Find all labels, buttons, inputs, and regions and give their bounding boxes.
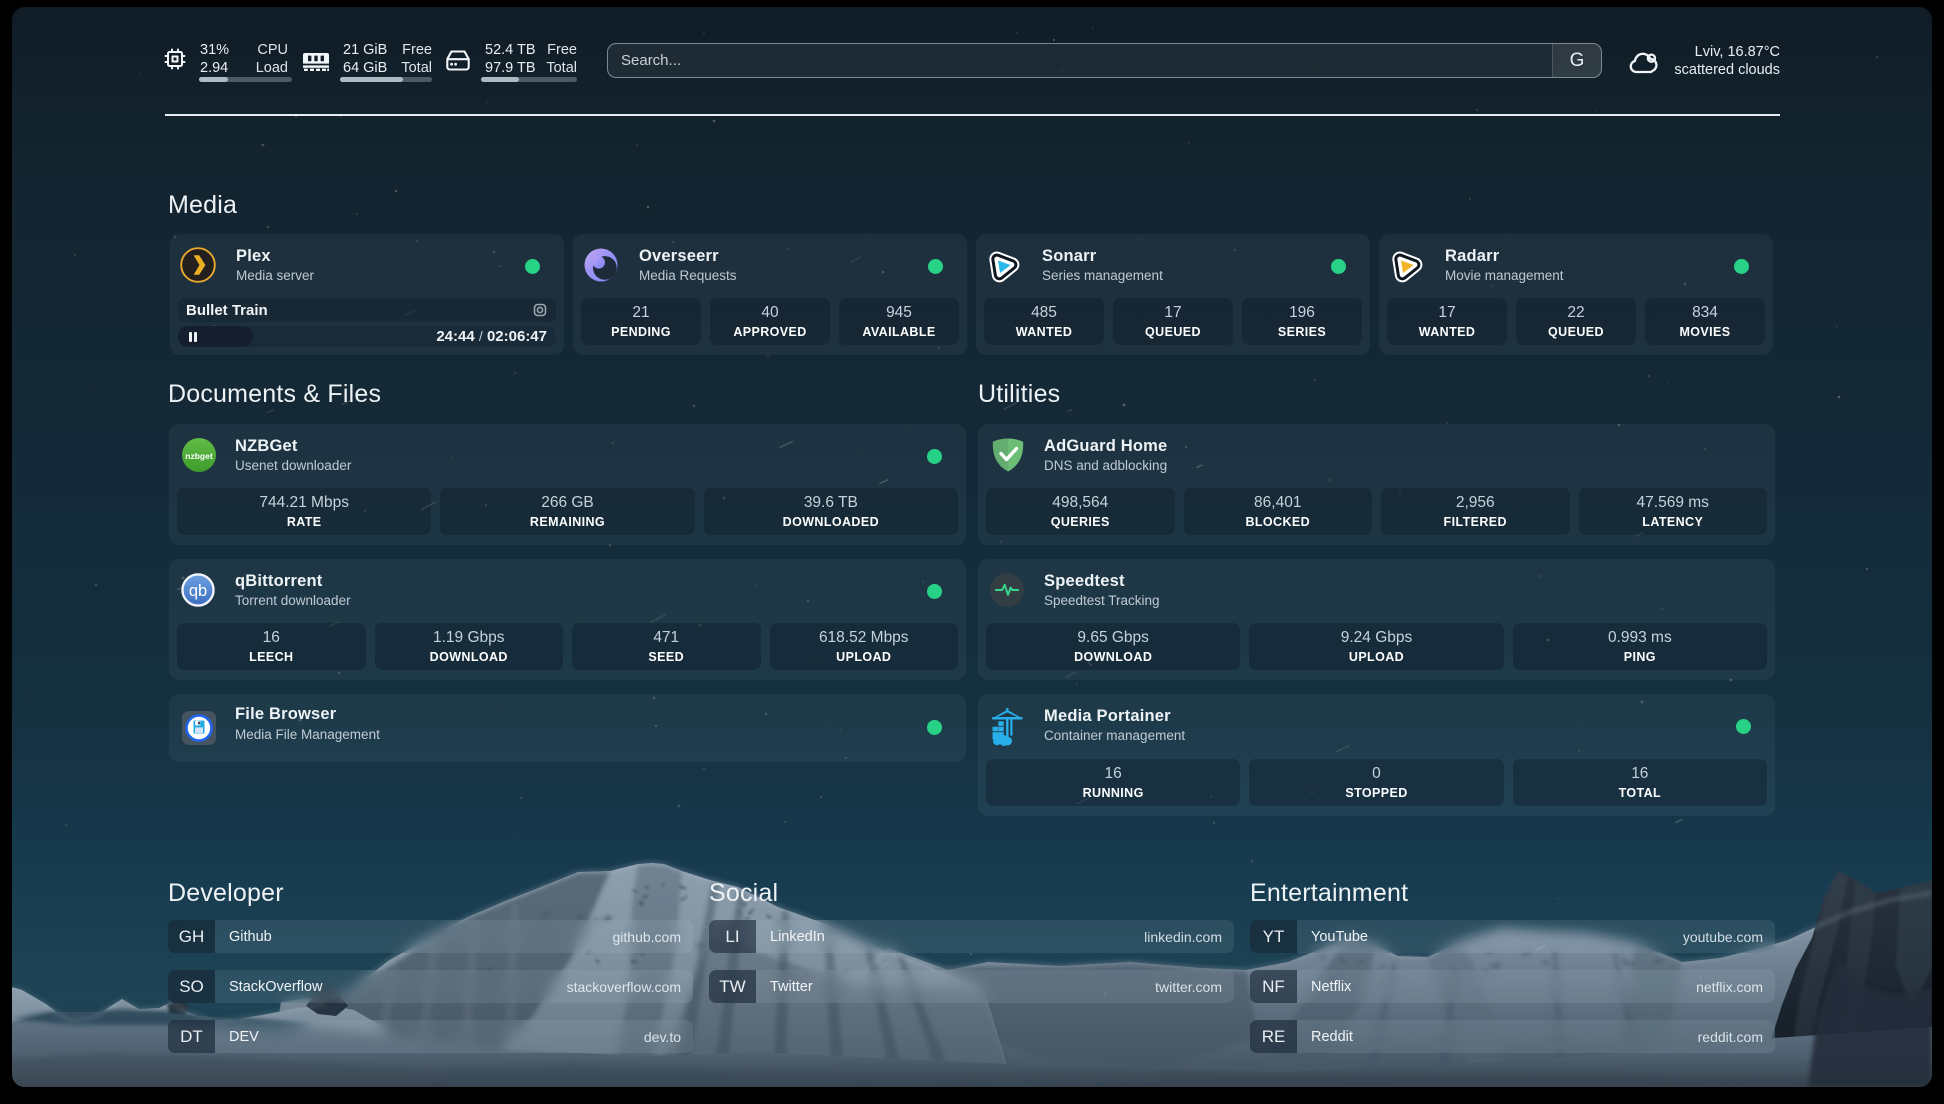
svg-text:qb: qb (189, 582, 207, 600)
svg-text:nzbget: nzbget (185, 451, 213, 461)
